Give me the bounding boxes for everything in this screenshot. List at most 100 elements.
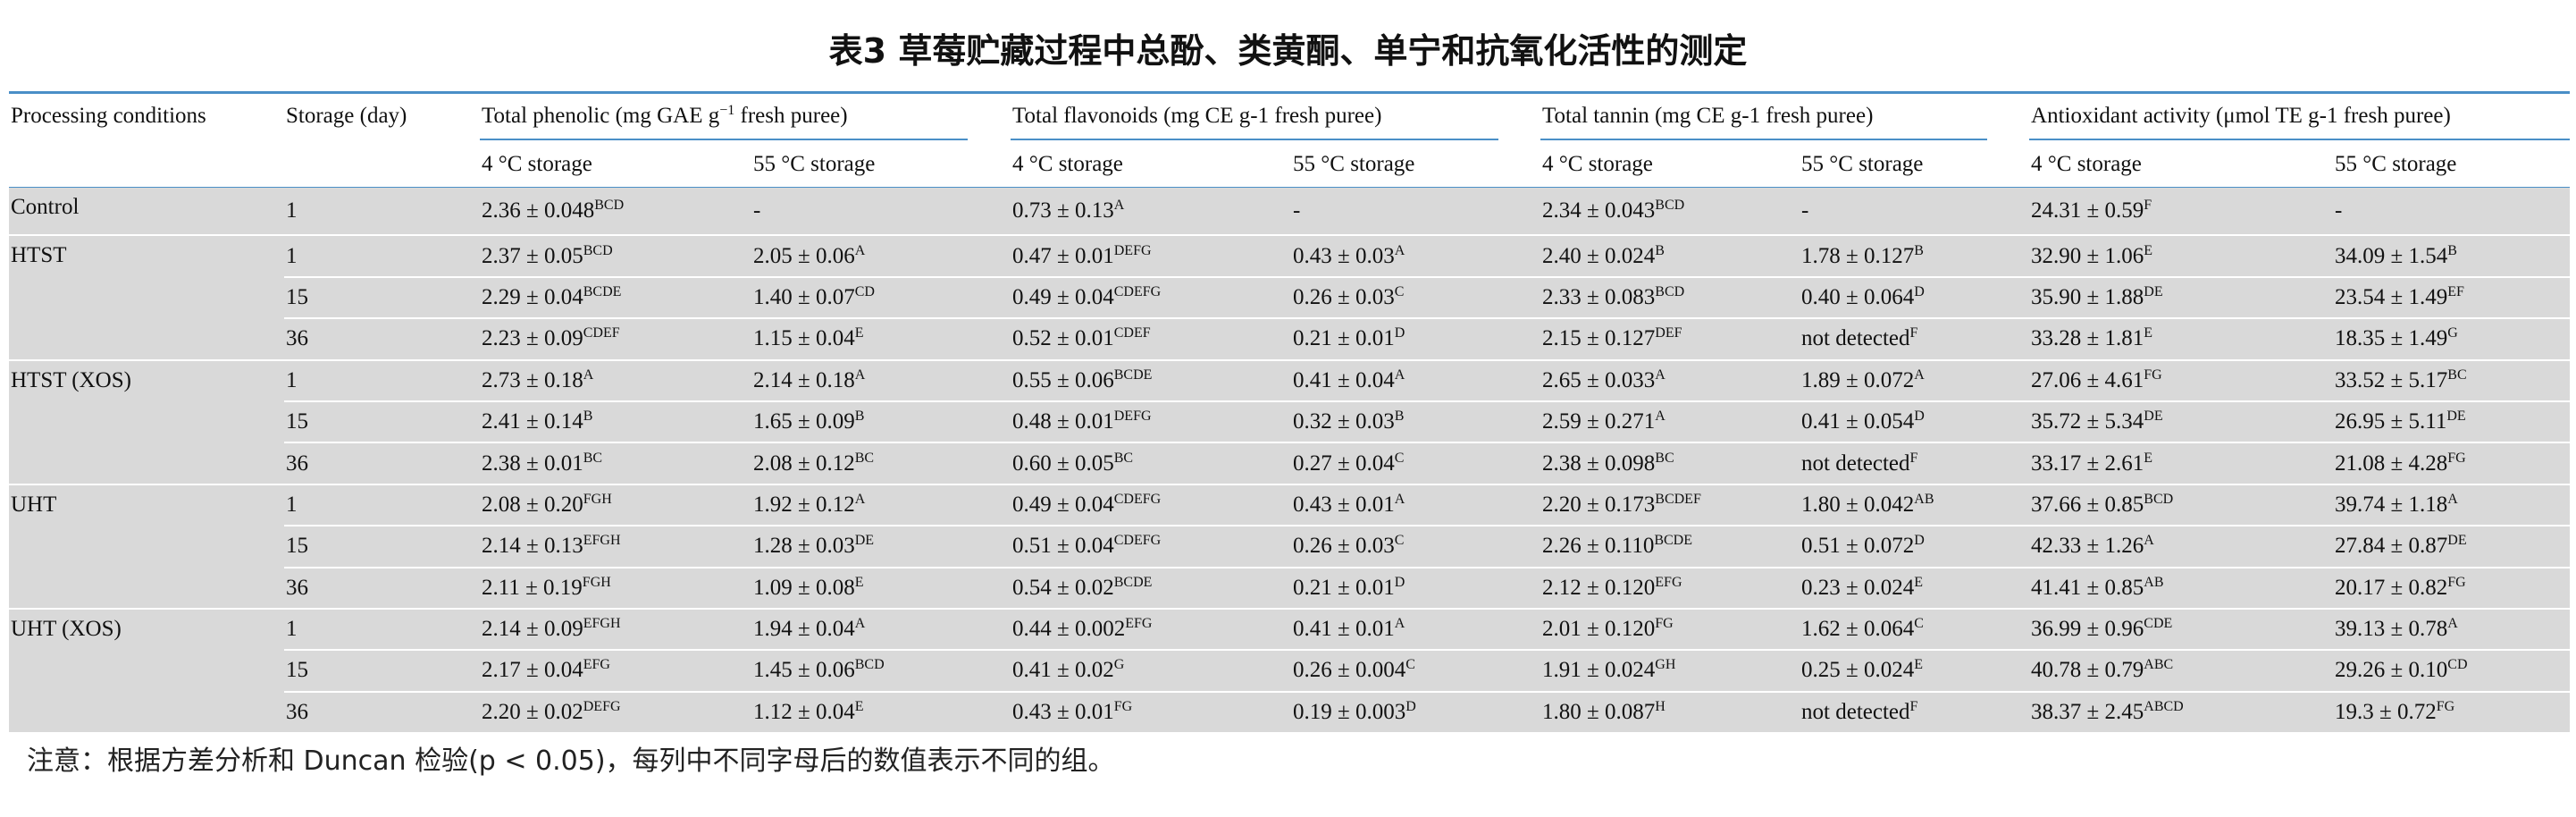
value-cell: 1.12 ± 0.04E <box>751 691 1011 735</box>
value-cell: 29.26 ± 0.10CD <box>2333 650 2571 693</box>
tannin-subrule <box>1540 139 1987 140</box>
significance-letters: B <box>1394 408 1405 425</box>
value-cell: 2.29 ± 0.04BCDE <box>480 276 751 320</box>
significance-letters: DEF <box>1655 325 1682 341</box>
header-processing: Processing conditions <box>11 104 206 128</box>
value-cell: 0.32 ± 0.03B <box>1291 400 1541 444</box>
value-cell: 0.41 ± 0.01A <box>1291 608 1541 652</box>
value-cell: 0.48 ± 0.01DEFG <box>1011 400 1292 444</box>
value-text: 2.38 ± 0.01 <box>482 451 583 476</box>
significance-letters: BCDE <box>1113 574 1153 590</box>
significance-letters: C <box>1394 450 1405 466</box>
value-cell: 0.47 ± 0.01DEFG <box>1011 235 1292 278</box>
value-text: 18.35 ± 1.49 <box>2335 326 2448 351</box>
table-row: 36 2.23 ± 0.09CDEF 1.15 ± 0.04E 0.52 ± 0.01… <box>9 318 2571 361</box>
value-cell: 1.80 ± 0.042AB <box>1800 484 2030 527</box>
significance-letters: CD <box>854 284 875 300</box>
significance-letters: A <box>2144 533 2154 549</box>
significance-letters: FG <box>2436 699 2455 715</box>
value-cell: 0.55 ± 0.06BCDE <box>1011 359 1292 402</box>
significance-letters: BCDE <box>1654 533 1692 549</box>
significance-letters: ABCD <box>2144 699 2184 715</box>
value-cell: not detectedF <box>1800 318 2030 361</box>
value-text: 27.06 ± 4.61 <box>2031 367 2144 392</box>
value-text: 2.14 ± 0.13 <box>482 534 583 559</box>
value-cell: 18.35 ± 1.49G <box>2333 318 2571 361</box>
value-cell: 2.05 ± 0.06A <box>751 235 1011 278</box>
significance-letters: B <box>1914 242 1924 258</box>
value-text: 24.31 ± 0.59 <box>2031 198 2144 223</box>
value-cell: 1.28 ± 0.03DE <box>751 526 1011 569</box>
value-text: 0.41 ± 0.04 <box>1293 367 1395 392</box>
significance-letters: B <box>1655 242 1665 258</box>
value-cell: - <box>2333 188 2571 237</box>
significance-letters: DE <box>2144 408 2163 425</box>
significance-letters: CDEF <box>1113 325 1151 341</box>
value-text: 26.95 ± 5.11 <box>2335 409 2447 434</box>
value-cell: not detectedF <box>1800 691 2030 735</box>
significance-letters: BCD <box>594 198 625 214</box>
value-cell: 1.40 ± 0.07CD <box>751 276 1011 320</box>
header-tannin: Total tannin (mg CE g-1 fresh puree) <box>1542 104 1874 128</box>
value-text: 1.65 ± 0.09 <box>753 409 855 434</box>
value-text: 35.72 ± 5.34 <box>2031 409 2144 434</box>
value-cell: 0.26 ± 0.004C <box>1291 650 1541 693</box>
significance-letters: BCDE <box>583 284 622 300</box>
significance-letters: DEFG <box>583 699 621 715</box>
significance-letters: BCD <box>1655 198 1685 214</box>
significance-letters: CDEF <box>583 325 620 341</box>
antioxidant-subrule <box>2029 139 2570 140</box>
value-text: 0.43 ± 0.01 <box>1293 492 1395 517</box>
value-text: 2.14 ± 0.09 <box>482 617 583 642</box>
value-cell: 0.19 ± 0.003D <box>1291 691 1541 735</box>
value-cell: 2.20 ± 0.02DEFG <box>480 691 751 735</box>
value-cell: 1.65 ± 0.09B <box>751 400 1011 444</box>
value-text: 2.38 ± 0.098 <box>1542 451 1656 476</box>
table-row: Control 1 2.36 ± 0.048BCD -0.73 ± 0.13A -2.3… <box>9 188 2571 237</box>
value-text: 0.44 ± 0.002 <box>1012 617 1126 642</box>
significance-letters: BC <box>1655 450 1674 466</box>
storage-day-cell: 36 <box>284 567 480 610</box>
value-text: 2.20 ± 0.173 <box>1542 492 1656 517</box>
value-cell: 21.08 ± 4.28FG <box>2333 442 2571 485</box>
value-text: 1.94 ± 0.04 <box>753 617 855 642</box>
table-note: 注意：根据方差分析和 Duncan 检验(p < 0.05)，每列中不同字母后的… <box>27 745 1115 777</box>
significance-letters: EFGH <box>583 616 621 632</box>
significance-letters: D <box>1394 325 1405 341</box>
table-row: 15 2.14 ± 0.13EFGH 1.28 ± 0.03DE 0.51 ± 0.0… <box>9 526 2571 569</box>
value-text: 1.40 ± 0.07 <box>753 284 855 309</box>
value-text: - <box>753 198 761 223</box>
significance-letters: BC <box>1113 450 1134 466</box>
significance-letters: C <box>1394 533 1405 549</box>
significance-letters: DE <box>854 533 875 549</box>
value-cell: 0.40 ± 0.064D <box>1800 276 2030 320</box>
top-rule <box>9 91 2570 94</box>
value-cell: 33.28 ± 1.81E <box>2029 318 2334 361</box>
value-cell: 0.26 ± 0.03C <box>1291 526 1541 569</box>
significance-letters: E <box>2144 325 2153 341</box>
storage-day-cell: 36 <box>284 318 480 361</box>
value-text: 29.26 ± 0.10 <box>2335 658 2448 683</box>
value-text: 32.90 ± 1.06 <box>2031 243 2144 268</box>
subheader-4c: 4 °C storage <box>482 152 592 176</box>
value-cell: 2.40 ± 0.024B <box>1540 235 1800 278</box>
value-cell: 2.41 ± 0.14B <box>480 400 751 444</box>
value-text: 21.08 ± 4.28 <box>2335 451 2448 476</box>
value-text: 0.54 ± 0.02 <box>1012 575 1114 600</box>
significance-letters: BCD <box>854 657 885 673</box>
value-cell: 0.43 ± 0.03A <box>1291 235 1541 278</box>
value-cell: 0.21 ± 0.01D <box>1291 567 1541 610</box>
value-text: 1.15 ± 0.04 <box>753 326 855 351</box>
value-cell: 33.17 ± 2.61E <box>2029 442 2334 485</box>
value-cell: 2.36 ± 0.048BCD <box>480 188 751 237</box>
value-cell: 35.90 ± 1.88DE <box>2029 276 2334 320</box>
value-text: 2.33 ± 0.083 <box>1542 284 1656 309</box>
value-text: 1.91 ± 0.024 <box>1542 658 1656 683</box>
value-text: 1.80 ± 0.087 <box>1542 699 1656 724</box>
table-row: 36 2.20 ± 0.02DEFG 1.12 ± 0.04E 0.43 ± 0.01… <box>9 691 2571 735</box>
value-cell: 2.34 ± 0.043BCD <box>1540 188 1800 237</box>
significance-letters: D <box>1405 699 1416 715</box>
significance-letters: A <box>2447 492 2458 508</box>
value-text: - <box>1801 198 1809 223</box>
value-text: 1.89 ± 0.072 <box>1801 367 1915 392</box>
